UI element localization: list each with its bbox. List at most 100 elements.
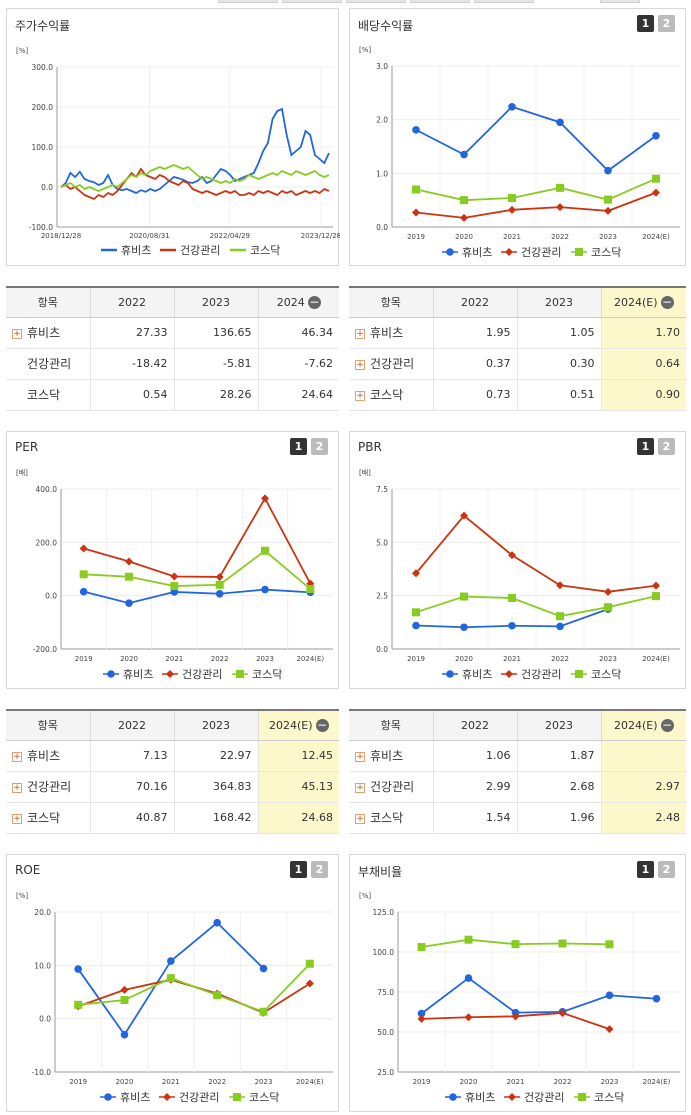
data-point [412,208,420,217]
x-tick-label: 2022 [208,1078,226,1086]
table-cell: 27.33 [89,317,174,349]
data-point [460,213,468,222]
legend-item: 휴비츠 [442,246,492,259]
panel-title: ROE [15,863,41,877]
column-header: 2022 [89,710,174,741]
data-point [261,546,269,555]
data-point [604,603,612,612]
pager: 1 2 [290,861,328,878]
column-header: 2024(E) − [600,710,686,741]
column-header: 2022 [89,287,174,318]
x-tick-label: 2019 [407,655,425,663]
collapse-icon[interactable]: − [315,718,329,732]
data-point [605,940,614,949]
page-2-button[interactable]: 2 [311,861,328,878]
x-tick-label: 2020 [116,1078,134,1086]
data-point [74,1000,83,1009]
x-tick-label: 2023 [255,1078,273,1086]
data-point [120,996,129,1004]
y-tick-label: 0.0 [41,183,53,192]
legend-item: 건강관리 [159,1091,219,1104]
legend-item: 건강관리 [162,668,222,681]
expand-icon[interactable]: + [355,328,365,339]
expand-icon[interactable]: + [12,751,22,762]
legend-item: 코스닥 [229,1091,279,1104]
table-cell: 45.13 [257,771,339,803]
data-point [652,592,660,601]
expand-icon[interactable]: + [355,359,365,370]
data-point [120,985,129,994]
page-2-button[interactable]: 2 [311,438,328,455]
y-tick-label: 20.0 [34,908,51,917]
x-tick-label: 2020/08/31 [129,232,169,240]
series-line [415,514,657,593]
expand-icon[interactable]: + [12,813,22,824]
expand-icon[interactable]: + [355,390,365,401]
data-point [556,183,564,192]
legend-item: 코스닥 [230,244,280,257]
collapse-icon[interactable]: − [660,718,674,732]
data-point [215,572,224,581]
pager: 1 2 [637,438,675,455]
page-1-button[interactable]: 1 [290,438,307,455]
data-point [508,102,516,111]
table-header-row: 항목 2022 2023 2024(E) − [349,710,686,741]
data-point [464,1013,473,1022]
data-point [412,569,420,578]
row-name: 건강관리 [370,780,415,794]
expand-icon[interactable]: + [355,751,365,762]
legend-item: 건강관리 [501,668,561,681]
data-point [120,1030,129,1039]
column-header-label: 2024(E) [613,718,658,732]
data-point [460,196,468,205]
pbr-panel: PBR 1 2 [배] 0.0 2.5 5.0 7.5 2019 2020 2021 2022 2… [349,431,686,689]
y-tick-label: 300.0 [32,63,54,72]
x-tick-label: 2020 [455,233,473,241]
series-line [83,549,311,590]
data-point [107,670,115,678]
debt-ratio-panel: 부채비율 1 2 [%] 25.0 50.0 75.0 100.0 125.0 2019 20… [349,854,686,1112]
collapse-icon[interactable]: − [660,295,674,309]
x-tick-label: 2022 [211,655,229,663]
data-point [511,1012,520,1021]
series-line [420,976,657,1015]
expand-icon[interactable]: + [12,328,22,339]
page-2-button[interactable]: 2 [658,438,675,455]
page-1-button[interactable]: 1 [637,438,654,455]
legend-label: 휴비츠 [121,244,151,257]
data-point [558,1008,567,1017]
top-tab-strip [0,0,691,6]
page-2-button[interactable]: 2 [658,15,675,32]
column-header: 2024(E) − [600,287,686,318]
roe-chart: [%] -10.0 0.0 10.0 20.0 2019 2020 2021 2022 2023 2… [16,892,333,1104]
table-row: + 건강관리 70.16 364.83 45.13 [6,771,339,803]
data-point [166,974,175,983]
page-1-button[interactable]: 1 [637,15,654,32]
data-point [259,964,268,973]
expand-icon[interactable]: + [12,782,22,793]
dividend-yield-panel: 배당수익률 1 2 [%] 0.0 1.0 2.0 3.0 2019 2020 2021 202… [349,8,686,266]
expand-icon[interactable]: + [355,782,365,793]
data-point [170,582,179,591]
series-line [415,105,657,172]
page-2-button[interactable]: 2 [658,861,675,878]
column-header-label: 2024 [276,295,305,309]
expand-icon[interactable]: + [355,813,365,824]
table-cell: 2.68 [516,771,601,803]
data-point [508,1093,516,1101]
data-point [166,670,174,678]
per-panel: PER 1 2 [배] -200.0 0.0 200.0 400.0 2019 2020 20… [6,431,339,689]
data-point [652,131,660,140]
data-point [79,587,88,596]
page-1-button[interactable]: 1 [290,861,307,878]
collapse-icon[interactable]: − [307,295,321,309]
x-tick-label: 2023 [601,1078,619,1086]
row-label: + 건강관리 [349,771,433,803]
column-header: 2024(E) − [257,710,339,741]
legend-label: 건강관리 [182,668,222,681]
data-point [125,599,133,607]
axis-unit-label: [배] [16,468,28,477]
data-point [213,918,221,927]
table-cell: 0.54 [89,379,174,411]
page-1-button[interactable]: 1 [637,861,654,878]
